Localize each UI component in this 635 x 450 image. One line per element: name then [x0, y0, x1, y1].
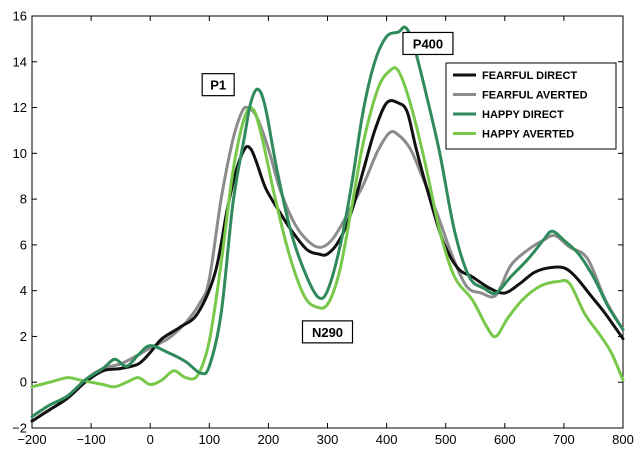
- series-line-fearful-direct: [30, 99, 625, 423]
- annotation-box: [301, 320, 354, 344]
- annotation-box: [201, 73, 235, 97]
- y-tick-label: −2: [12, 421, 27, 436]
- x-tick-label: 700: [553, 432, 575, 447]
- legend-label-fearful-averted: FEARFUL AVERTED: [482, 90, 588, 102]
- x-tick-label: 800: [612, 432, 634, 447]
- y-tick-label: 10: [13, 146, 27, 161]
- annotations: P1 N290 P400: [201, 31, 454, 344]
- series-line-happy-direct: [30, 25, 625, 419]
- annotation-label: N290: [312, 325, 343, 340]
- x-tick-label: 500: [435, 432, 457, 447]
- x-tick-label: 0: [147, 432, 154, 447]
- y-tick-label: 14: [13, 54, 27, 69]
- series-line-fearful-averted: [30, 105, 625, 423]
- legend-label-fearful-direct: FEARFUL DIRECT: [482, 70, 577, 82]
- x-tick-label: 300: [317, 432, 339, 447]
- x-tick-label: 400: [376, 432, 398, 447]
- annotation-label: P400: [413, 36, 443, 51]
- y-tick-label: 12: [13, 100, 27, 115]
- annotation-box: [402, 31, 454, 56]
- series-line-happy-averted: [30, 66, 625, 389]
- series-lines: [30, 25, 625, 423]
- x-tick-label: 200: [258, 432, 280, 447]
- x-tick-label: 100: [198, 432, 220, 447]
- annotation-p1: P1: [201, 73, 235, 97]
- y-tick-label: 16: [13, 9, 27, 24]
- y-tick-label: 2: [20, 329, 27, 344]
- legend-label-happy-direct: HAPPY DIRECT: [482, 109, 564, 121]
- legend: FEARFUL DIRECT FEARFUL AVERTED HAPPY DIREC…: [445, 62, 617, 150]
- axes: −200 −100 0 100 200 300 400 500 600 700 800 −2 0 2 4 6 8…: [12, 9, 634, 448]
- y-tick-label: 4: [20, 283, 27, 298]
- annotation-p400: P400: [402, 31, 454, 56]
- y-tick-label: 0: [20, 375, 27, 390]
- x-tick-label: −200: [17, 432, 46, 447]
- annotation-n290: N290: [301, 320, 354, 344]
- y-tick-label: 6: [20, 237, 27, 252]
- x-tick-label: 600: [494, 432, 516, 447]
- x-tick-label: −100: [76, 432, 105, 447]
- y-tick-label: 8: [20, 192, 27, 207]
- legend-label-happy-averted: HAPPY AVERTED: [482, 129, 574, 141]
- annotation-label: P1: [210, 78, 226, 93]
